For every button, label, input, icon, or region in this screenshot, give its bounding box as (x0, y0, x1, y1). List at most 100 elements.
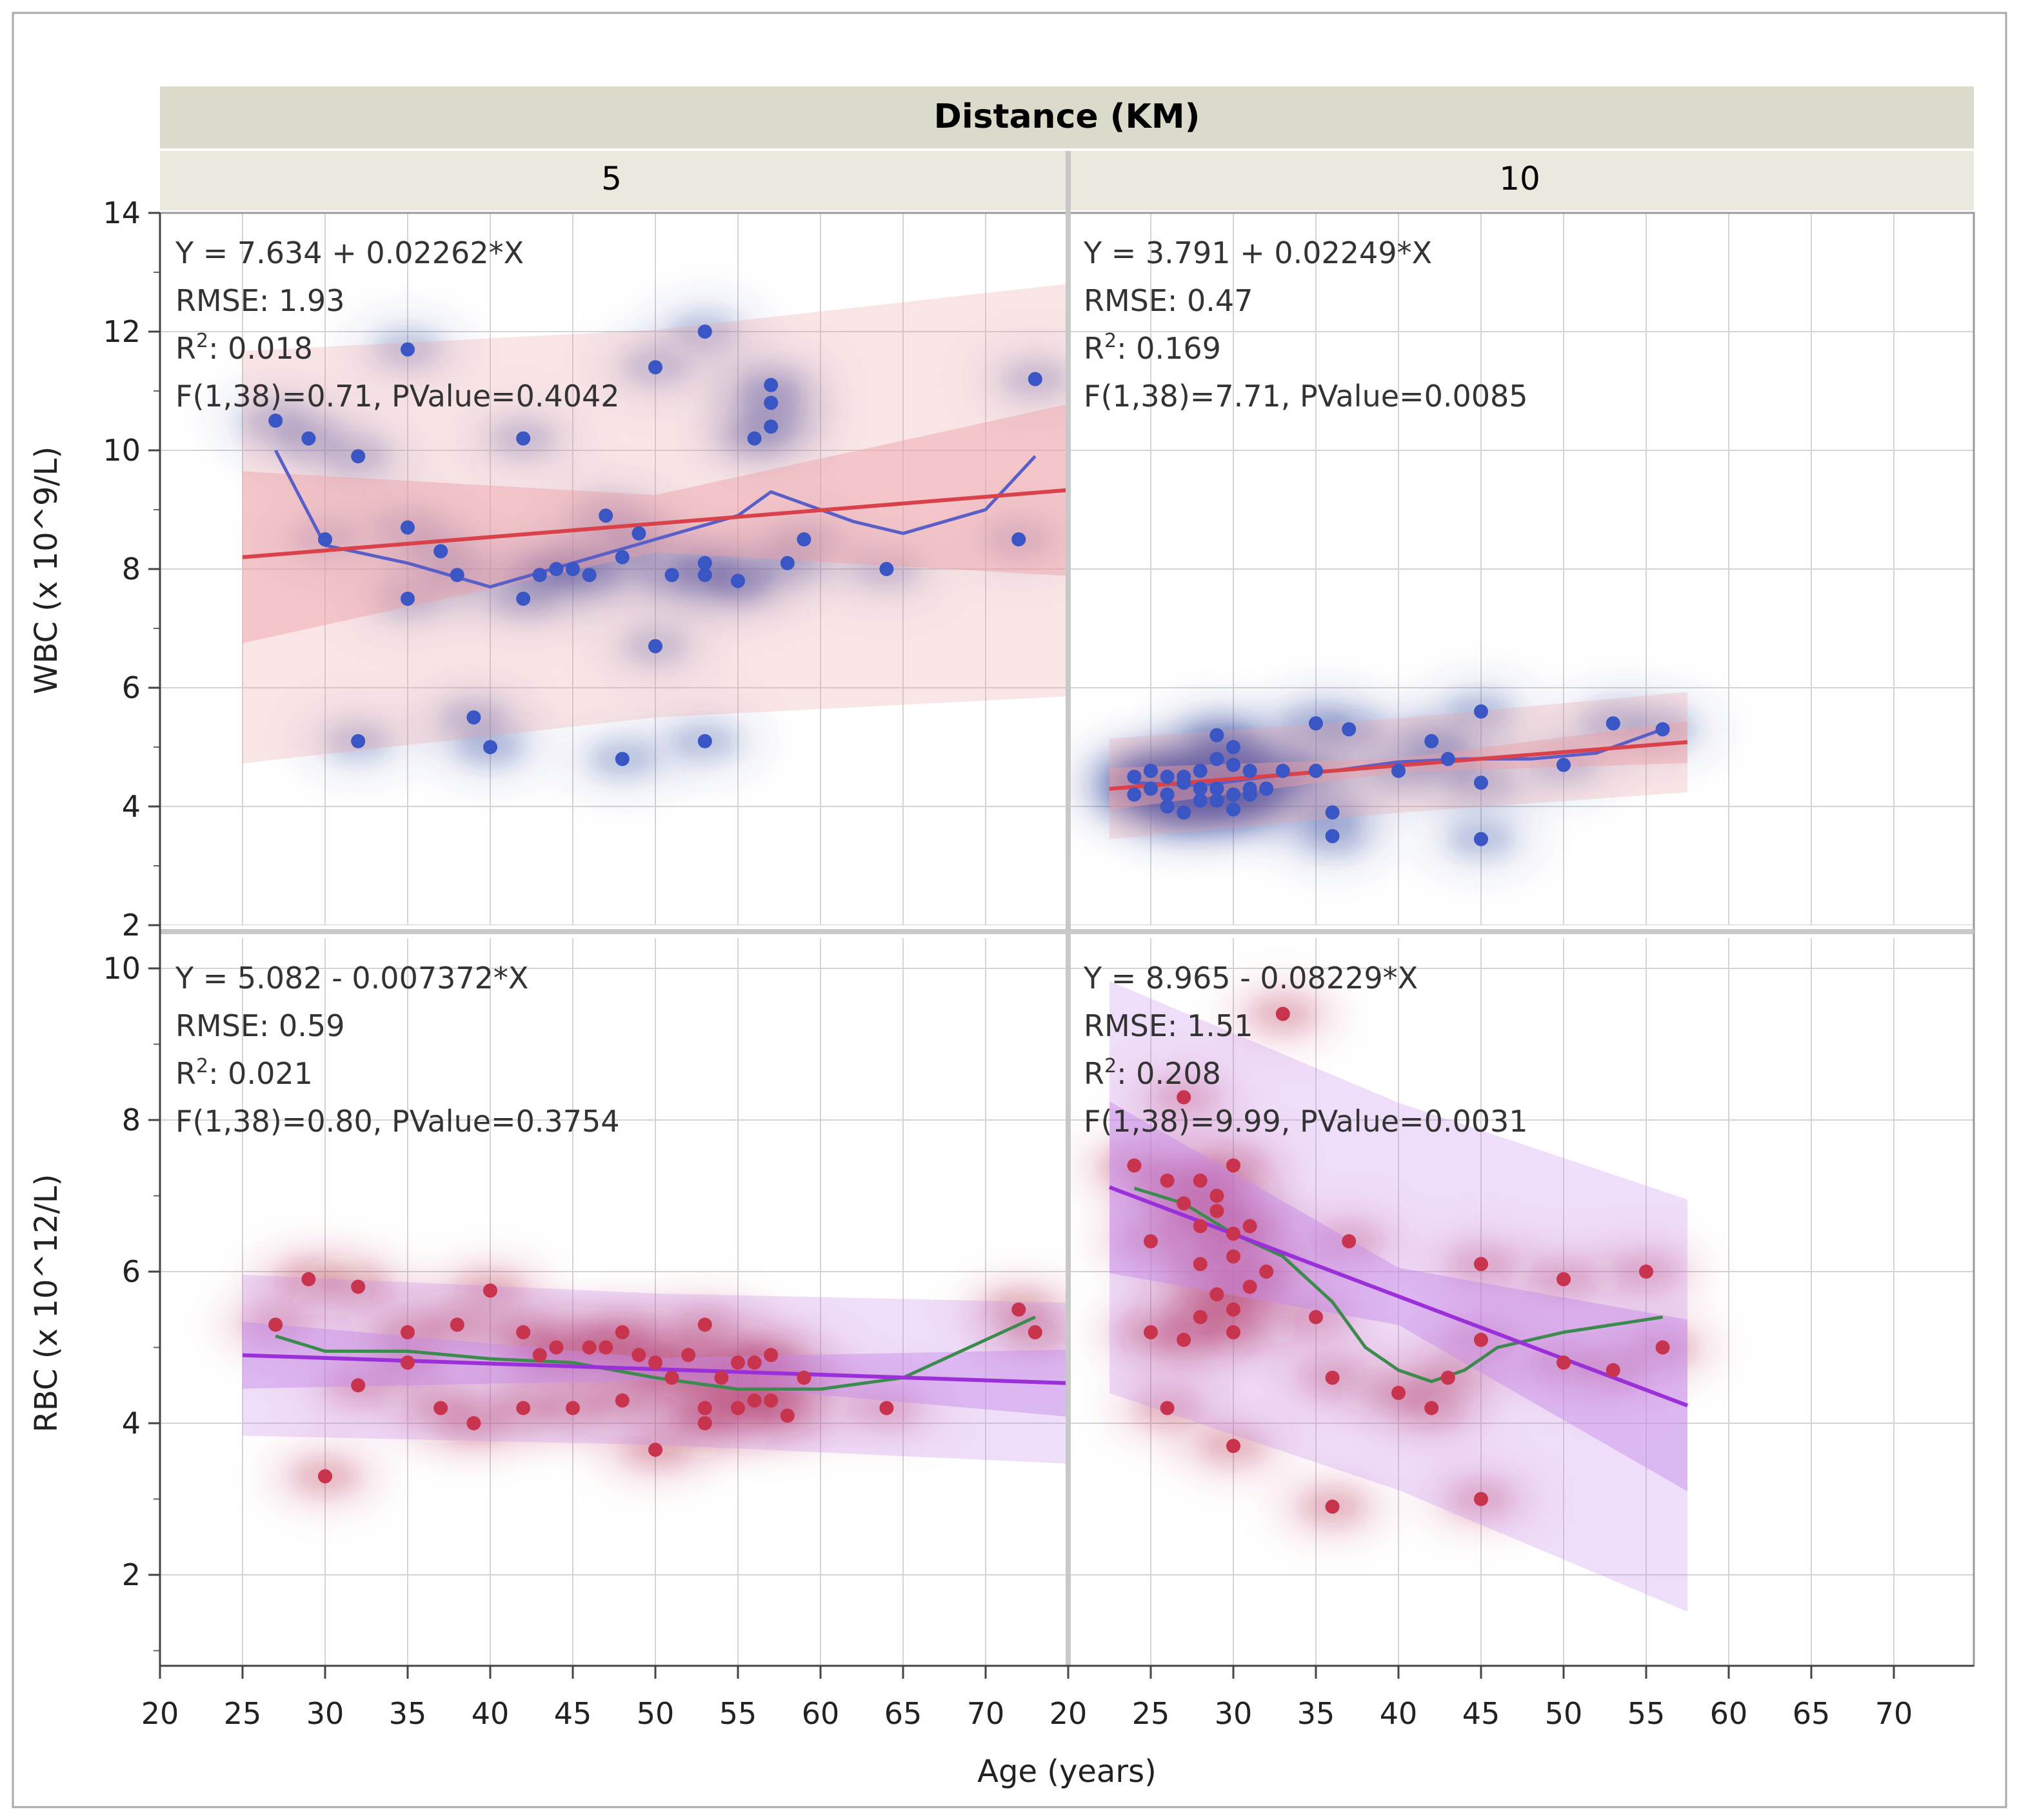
x-tick-label: 60 (1710, 1696, 1748, 1731)
data-point (1209, 781, 1224, 796)
data-point (1226, 1439, 1240, 1454)
data-point (780, 1408, 795, 1423)
data-point (1177, 1196, 1191, 1211)
data-point (1226, 1249, 1240, 1264)
stat-line: Y = 5.082 - 0.007372*X (175, 961, 528, 995)
data-point (516, 1325, 531, 1339)
data-point (1226, 1226, 1240, 1241)
data-point (731, 574, 745, 588)
data-point (1160, 770, 1175, 784)
y-tick-label: 10 (103, 433, 141, 468)
data-point (268, 414, 283, 428)
data-point (1226, 1325, 1240, 1339)
data-point (483, 740, 497, 754)
panel-wbc-10km: Y = 3.791 + 0.02249*X RMSE: 0.47 R2: 0.169… (1068, 213, 1974, 925)
data-point (1424, 734, 1439, 748)
x-tick-label: 25 (1132, 1696, 1170, 1731)
data-point (1226, 1158, 1240, 1173)
data-point (466, 1416, 481, 1430)
data-point (1209, 1287, 1224, 1302)
data-point (318, 532, 332, 546)
y-tick-label: 6 (122, 670, 141, 705)
data-point (599, 1340, 613, 1355)
stat-line: R2: 0.021 (175, 1055, 313, 1091)
panel-rbc-10km: Y = 8.965 - 0.08229*X RMSE: 1.51 R2: 0.208… (1068, 938, 1974, 1666)
x-tick-label: 50 (637, 1696, 675, 1731)
data-point (1440, 1370, 1455, 1385)
data-point (1193, 1257, 1208, 1272)
data-point (648, 360, 662, 375)
data-point (433, 544, 448, 559)
data-point (747, 1393, 762, 1408)
data-point (1242, 763, 1257, 778)
data-point (664, 568, 679, 583)
x-tick-label: 40 (472, 1696, 510, 1731)
data-point (516, 431, 531, 446)
data-point (1557, 757, 1571, 772)
data-point (1209, 793, 1224, 808)
data-point (1606, 716, 1620, 731)
outer-frame (12, 12, 2007, 1808)
data-point (1193, 763, 1208, 778)
data-point (764, 419, 779, 434)
x-tick-label: 70 (1875, 1696, 1913, 1731)
data-point (1606, 1363, 1620, 1377)
data-point (632, 526, 646, 541)
data-point (1325, 829, 1340, 843)
x-tick-label: 55 (719, 1696, 757, 1731)
stat-line: Y = 8.965 - 0.08229*X (1083, 961, 1418, 995)
header-band (160, 86, 1974, 148)
data-point (1028, 372, 1042, 386)
column-header-5 (160, 151, 1066, 210)
data-point (1655, 1340, 1670, 1355)
data-point (697, 568, 712, 583)
data-point (1193, 1174, 1208, 1188)
data-point (615, 752, 630, 766)
stat-line: F(1,38)=0.80, PValue=0.3754 (175, 1104, 620, 1139)
data-point (351, 449, 366, 464)
data-point (566, 562, 580, 576)
gridlines (1068, 213, 1974, 925)
data-point (1242, 787, 1257, 802)
data-point (797, 532, 811, 546)
header-title: Distance (KM) (934, 97, 1200, 136)
data-point (1226, 740, 1240, 754)
data-point (697, 1401, 712, 1415)
smooth-curve (275, 1315, 1036, 1391)
x-tick-label: 65 (884, 1696, 922, 1731)
data-point (1177, 1090, 1191, 1105)
smooth-curve (1134, 728, 1664, 788)
data-point (301, 431, 316, 446)
data-point (1474, 832, 1488, 846)
data-point (731, 1401, 745, 1415)
x-tick-label: 65 (1793, 1696, 1831, 1731)
data-point (401, 520, 415, 535)
data-point (1209, 1204, 1224, 1218)
data-point (697, 1317, 712, 1332)
data-point (1557, 1272, 1571, 1286)
y-tick-label: 12 (103, 314, 141, 349)
data-points (1127, 704, 1670, 846)
data-point (1209, 1188, 1224, 1203)
panel-rbc-5km: Y = 5.082 - 0.007372*X RMSE: 0.59 R2: 0.02… (160, 938, 1068, 1666)
data-point (1160, 799, 1175, 814)
data-point (1639, 1265, 1653, 1279)
x-tick-label: 45 (1462, 1696, 1500, 1731)
data-point (1193, 793, 1208, 808)
y-tick-label: 14 (103, 195, 141, 230)
data-point (351, 1279, 366, 1294)
data-point (1177, 1332, 1191, 1347)
data-point (615, 550, 630, 565)
data-point (466, 710, 481, 725)
stat-line: RMSE: 1.93 (175, 283, 344, 318)
stat-line: RMSE: 0.47 (1084, 283, 1253, 318)
data-point (582, 1340, 597, 1355)
data-point (1144, 763, 1158, 778)
data-point (1474, 1332, 1488, 1347)
data-point (648, 639, 662, 654)
x-tick-label: 70 (967, 1696, 1005, 1731)
data-point (1474, 1492, 1488, 1506)
data-point (532, 568, 547, 583)
stat-line: Y = 7.634 + 0.02262*X (175, 235, 524, 270)
